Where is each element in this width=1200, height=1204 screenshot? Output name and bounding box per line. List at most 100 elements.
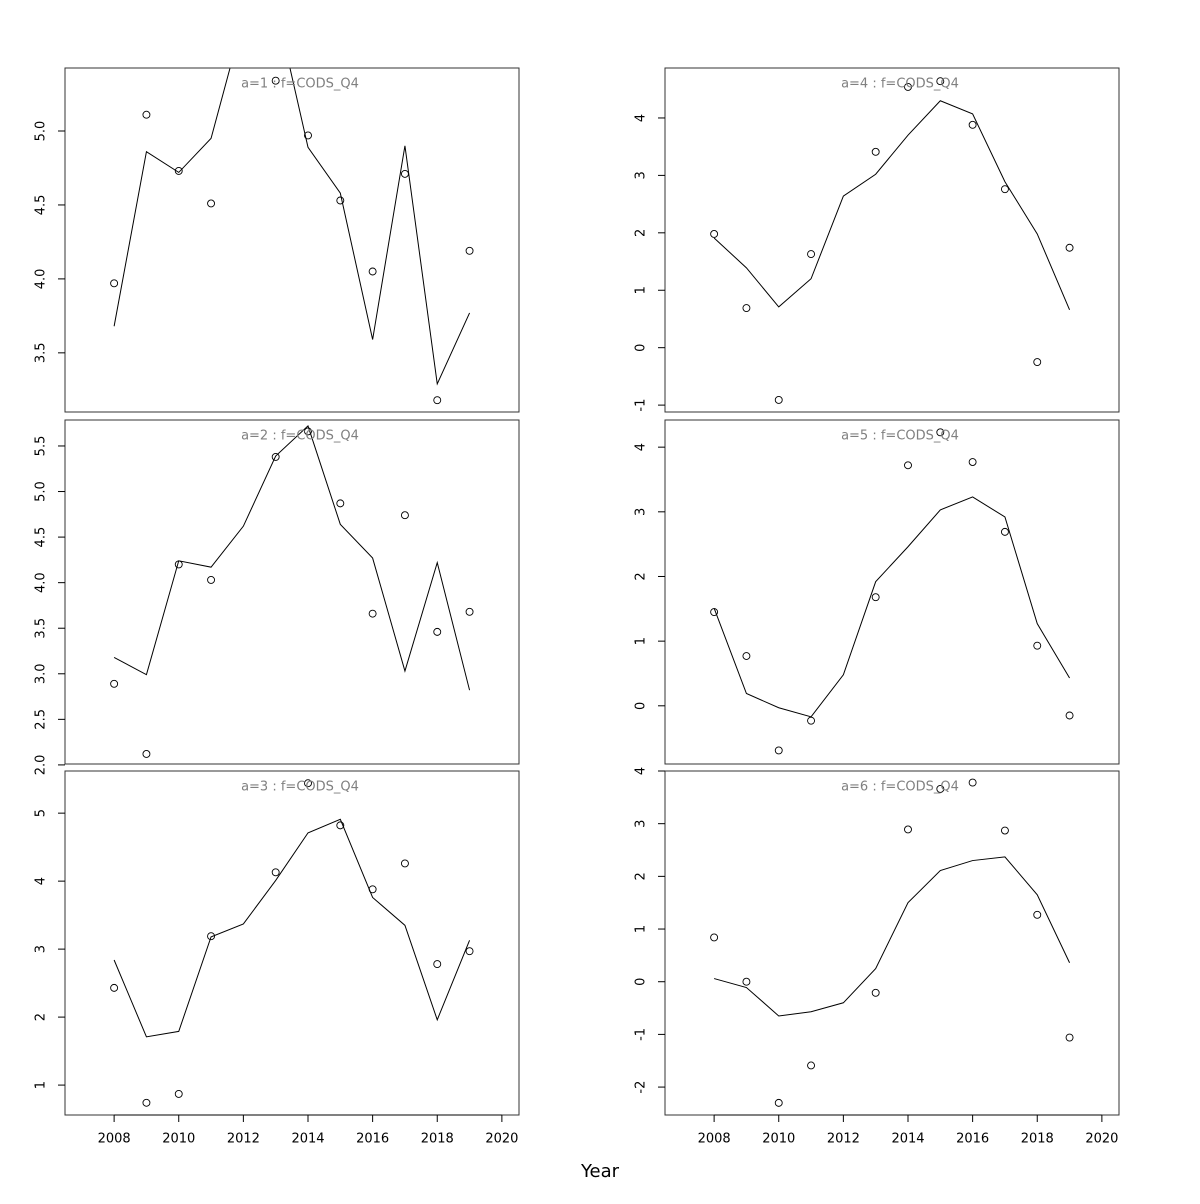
y-tick-label: -1 xyxy=(634,1028,649,1041)
data-point xyxy=(368,267,377,276)
data-point xyxy=(433,627,442,636)
data-point xyxy=(774,746,783,755)
panel-frame xyxy=(64,419,520,765)
data-point xyxy=(400,511,409,520)
data-point xyxy=(904,461,912,470)
data-point xyxy=(1033,641,1042,650)
panel-frame xyxy=(664,770,1120,1116)
y-tick-label: 1 xyxy=(634,637,649,645)
data-point xyxy=(110,679,119,688)
data-point xyxy=(904,825,912,834)
y-tick-label: 5.5 xyxy=(34,436,49,457)
panel: a=4 : f=CODS_Q4 -1 0 1 2 3 4 xyxy=(634,67,1120,413)
y-tick-label: 2 xyxy=(34,1013,49,1021)
data-point xyxy=(400,169,409,178)
panel: a=2 : f=CODS_Q4 2.0 2.5 3.0 3.5 4.0 4.5 5.0 5.5 xyxy=(34,419,520,775)
data-point xyxy=(742,652,751,660)
panel: a=6 : f=CODS_Q4 -2 -1 0 1 2 3 4 2008 2010 2012 2014… xyxy=(634,767,1120,1147)
panel: a=3 : f=CODS_Q4 1 2 3 4 5 2008 2010 2012 2014 2016… xyxy=(34,770,520,1147)
data-point xyxy=(174,1089,183,1098)
y-tick-label: 3 xyxy=(34,945,49,953)
y-tick-label: 5 xyxy=(34,809,49,817)
x-tick-label: 2012 xyxy=(227,1132,260,1147)
plot-area xyxy=(110,779,474,1107)
data-point xyxy=(1065,711,1074,720)
x-tick-label: 2020 xyxy=(1085,1132,1118,1147)
data-point xyxy=(904,83,912,91)
data-point xyxy=(807,716,816,725)
panel-title: a=4 : f=CODS_Q4 xyxy=(841,77,959,92)
data-point xyxy=(400,859,409,868)
y-tick-label: 4.5 xyxy=(34,527,49,548)
y-tick-label: 2 xyxy=(634,229,649,237)
y-tick-label: 4 xyxy=(634,767,649,775)
x-tick-label: 2010 xyxy=(762,1132,795,1147)
data-point xyxy=(807,250,816,259)
y-tick-label: 4.5 xyxy=(34,195,49,216)
x-tick-label: 2018 xyxy=(421,1132,454,1147)
y-tick-label: 4.0 xyxy=(34,269,49,290)
y-tick-label: 4 xyxy=(634,114,649,122)
data-point xyxy=(710,230,719,238)
y-tick-label: 5.0 xyxy=(34,481,49,502)
data-point xyxy=(1033,910,1042,919)
panel-title: a=2 : f=CODS_Q4 xyxy=(241,429,359,444)
data-point xyxy=(336,196,345,205)
x-tick-label: 2018 xyxy=(1021,1132,1054,1147)
data-point xyxy=(304,131,312,140)
data-point xyxy=(936,428,945,437)
y-tick-label: 0 xyxy=(634,344,649,352)
data-point xyxy=(110,279,119,288)
data-point xyxy=(742,977,751,986)
fitted-line xyxy=(113,68,471,386)
plot-area xyxy=(110,425,474,758)
panel-title: a=3 : f=CODS_Q4 xyxy=(241,780,359,795)
x-tick-label: 2008 xyxy=(98,1132,131,1147)
y-tick-label: 4.0 xyxy=(34,572,49,593)
y-tick-label: 3 xyxy=(634,508,649,516)
y-tick-label: 4 xyxy=(34,877,49,885)
data-point xyxy=(774,395,783,404)
y-tick-label: -1 xyxy=(634,399,649,412)
data-point xyxy=(465,607,474,616)
x-axis-label: Year xyxy=(580,1161,620,1182)
data-point xyxy=(1033,358,1042,366)
data-point xyxy=(1000,185,1009,194)
x-tick-label: 2010 xyxy=(162,1132,195,1147)
data-point xyxy=(968,778,977,787)
data-point xyxy=(207,932,216,941)
panel-frame xyxy=(664,67,1120,413)
panel-frame xyxy=(64,67,520,413)
x-tick-label: 2020 xyxy=(485,1132,518,1147)
x-tick-label: 2016 xyxy=(356,1132,389,1147)
data-point xyxy=(142,1098,151,1107)
data-point xyxy=(110,983,119,992)
data-point xyxy=(774,1098,783,1107)
data-point xyxy=(368,609,377,618)
data-point xyxy=(142,750,151,758)
y-tick-label: 2 xyxy=(634,572,649,580)
fitted-line xyxy=(113,425,471,691)
y-tick-label: 2.5 xyxy=(34,709,49,730)
data-point xyxy=(304,427,312,436)
y-tick-label: 4 xyxy=(634,443,649,451)
panel: a=1 : f=CODS_Q4 3.5 4.0 4.5 5.0 xyxy=(34,67,520,413)
data-point xyxy=(968,120,977,129)
data-point xyxy=(936,77,945,86)
x-tick-label: 2012 xyxy=(827,1132,860,1147)
y-tick-label: 3.0 xyxy=(34,663,49,684)
data-point xyxy=(710,933,719,942)
fitted-line xyxy=(113,818,471,1038)
fitted-line xyxy=(713,856,1071,1017)
data-point xyxy=(465,947,474,956)
data-point xyxy=(465,246,474,255)
data-point xyxy=(1065,1033,1074,1042)
data-point xyxy=(871,593,880,602)
data-point xyxy=(433,960,442,969)
data-point xyxy=(174,166,183,175)
data-point xyxy=(271,76,280,85)
y-tick-label: 3 xyxy=(634,820,649,828)
data-point xyxy=(1000,527,1009,536)
panel-title: a=5 : f=CODS_Q4 xyxy=(841,429,959,444)
